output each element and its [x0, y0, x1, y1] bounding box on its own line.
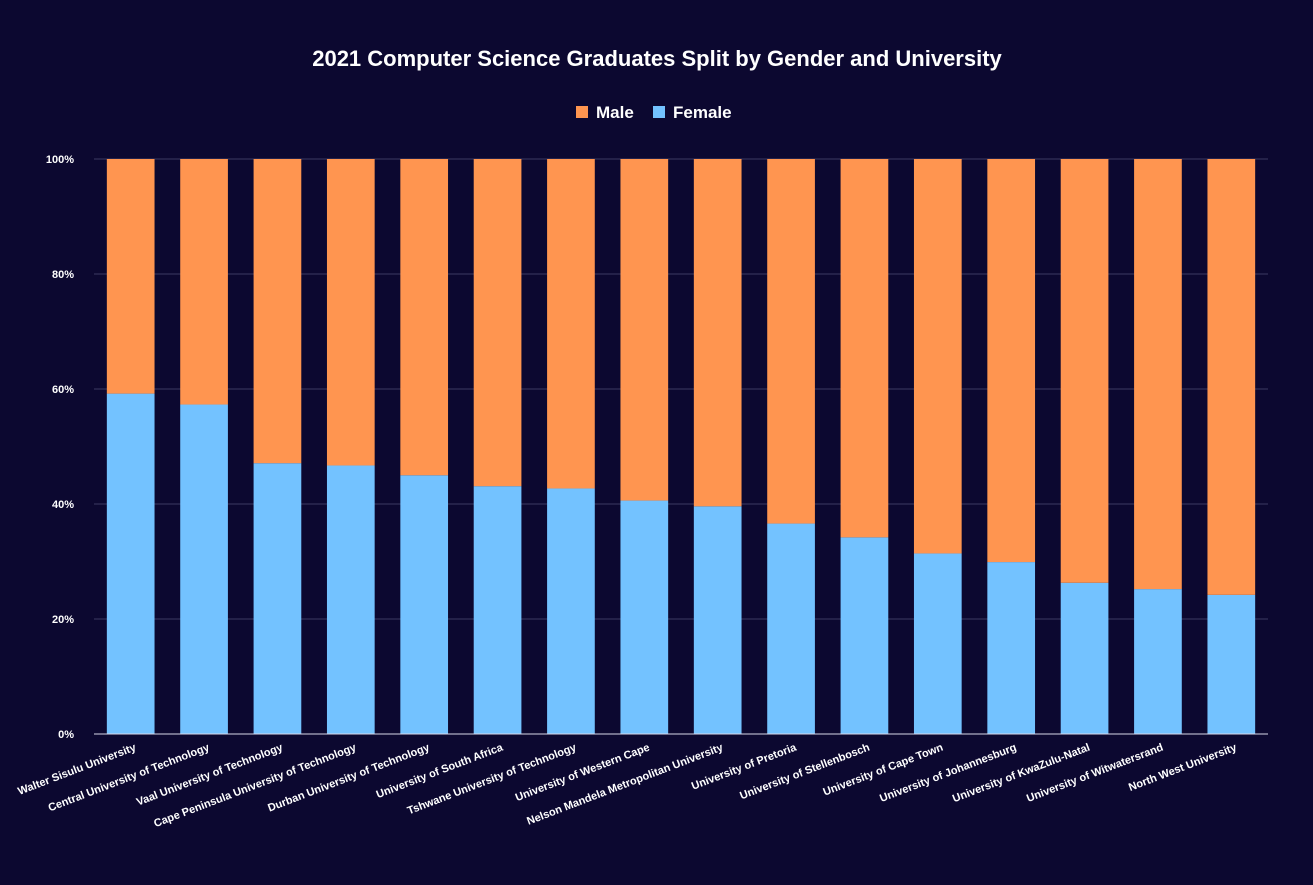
x-tick-label: Walter Sisulu University: [16, 741, 138, 798]
bar-group: [326, 159, 375, 734]
bar-group: [106, 159, 155, 734]
bar-male: [253, 159, 302, 464]
bar-female: [767, 523, 815, 734]
bar-male: [1060, 159, 1109, 583]
bar-group: [620, 159, 669, 734]
bar-group: [840, 159, 889, 734]
x-tick-label: University of Witwatersrand: [1025, 742, 1165, 805]
bar-male: [547, 159, 595, 489]
bar-male: [473, 159, 522, 487]
bar-female: [180, 404, 228, 734]
bar-female: [547, 488, 595, 734]
bar-male: [693, 159, 742, 507]
bar-female: [1134, 589, 1182, 734]
y-tick-label: 0%: [58, 729, 74, 741]
bar-group: [767, 159, 815, 734]
bar-female: [1207, 594, 1256, 734]
bar-female: [1060, 582, 1109, 734]
bar-group: [1134, 159, 1182, 734]
bar-male: [106, 159, 155, 394]
bar-group: [913, 159, 962, 734]
bar-group: [1060, 159, 1109, 734]
bar-group: [400, 159, 449, 734]
bar-male: [987, 159, 1036, 563]
bar-female: [840, 537, 889, 734]
bar-female: [106, 393, 155, 734]
y-tick-label: 60%: [52, 384, 74, 396]
y-tick-label: 20%: [52, 614, 74, 626]
chart-title: 2021 Computer Science Graduates Split by…: [312, 46, 1002, 71]
bar-female: [400, 475, 449, 734]
bar-male: [913, 159, 962, 554]
legend-item: Male: [576, 103, 634, 122]
bar-male: [1207, 159, 1256, 595]
bar-group: [253, 159, 302, 734]
bar-male: [767, 159, 815, 524]
bar-male: [620, 159, 669, 501]
x-tick-label: University of Cape Town: [822, 742, 946, 799]
bar-group: [987, 159, 1036, 734]
y-tick-label: 100%: [46, 154, 74, 166]
bar-male: [1134, 159, 1182, 590]
legend-swatch: [576, 106, 588, 118]
bar-male: [840, 159, 889, 538]
x-tick-label: University of Johannesburg: [878, 742, 1018, 805]
bar-group: [547, 159, 595, 734]
bar-male: [180, 159, 228, 405]
bar-male: [400, 159, 449, 476]
bar-male: [326, 159, 375, 466]
legend-swatch: [653, 106, 665, 118]
bar-female: [326, 465, 375, 734]
bar-female: [473, 486, 522, 734]
bar-female: [913, 553, 962, 734]
bars: [106, 159, 1256, 734]
bar-female: [253, 463, 302, 734]
bar-group: [693, 159, 742, 734]
y-tick-label: 80%: [52, 269, 74, 281]
bar-female: [693, 506, 742, 734]
legend-item: Female: [653, 103, 732, 122]
legend-label: Male: [596, 103, 634, 122]
bar-female: [987, 562, 1036, 734]
legend: Male Female: [576, 103, 732, 122]
bar-group: [1207, 159, 1256, 734]
bar-group: [180, 159, 228, 734]
y-axis-ticks: 0% 20% 40% 60% 80% 100%: [46, 154, 74, 741]
x-tick-label: University of Stellenbosch: [738, 742, 872, 803]
x-tick-label: University of KwaZulu-Natal: [951, 742, 1092, 806]
legend-label: Female: [673, 103, 732, 122]
y-tick-label: 40%: [52, 499, 74, 511]
bar-female: [620, 500, 669, 734]
bar-group: [473, 159, 522, 734]
